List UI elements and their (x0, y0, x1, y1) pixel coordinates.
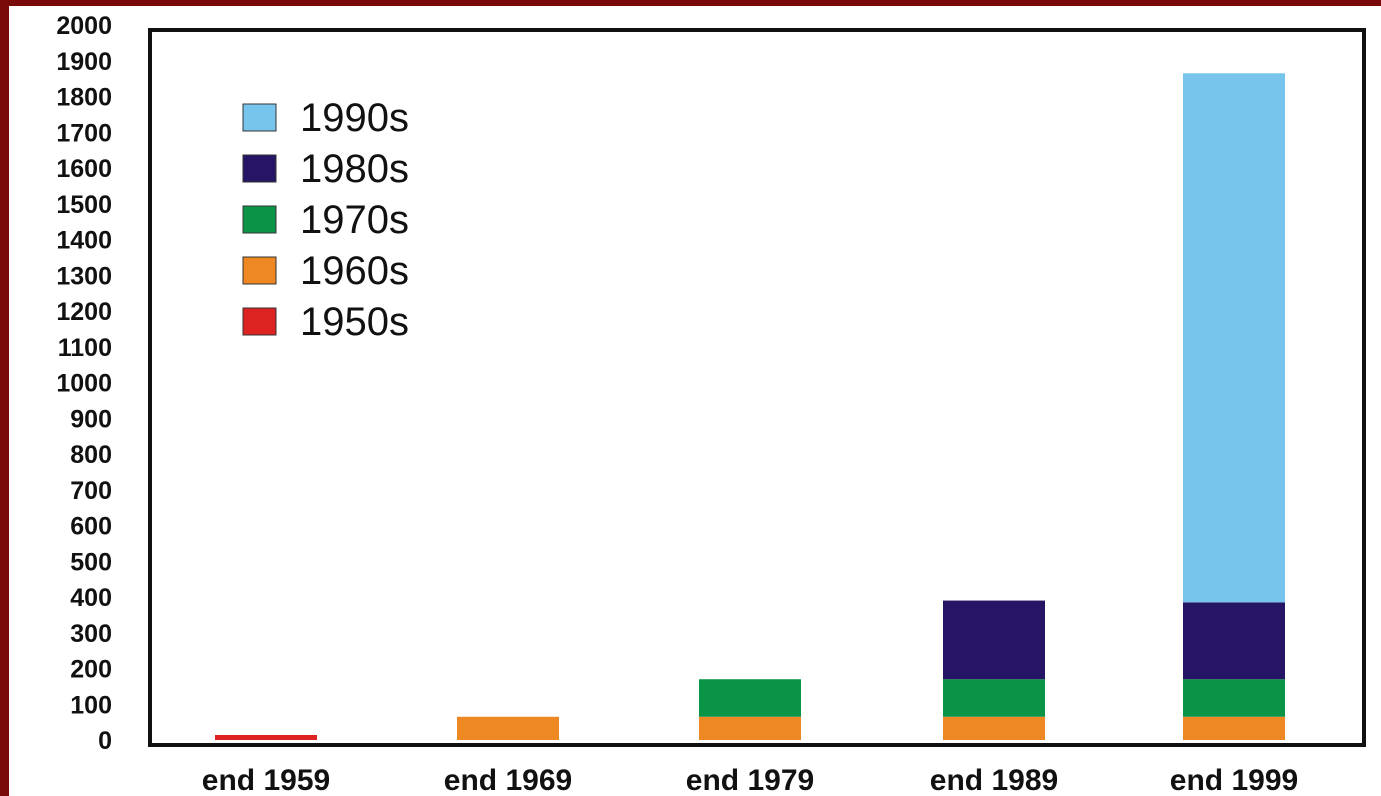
y-tick-label: 2000 (56, 12, 112, 40)
y-tick-label: 1700 (56, 119, 112, 147)
y-tick-label: 100 (70, 691, 112, 719)
legend-swatch-1960s (242, 256, 277, 285)
bar-segment-1960s (699, 716, 801, 740)
y-tick-label: 1000 (56, 370, 112, 398)
bar-segment-1980s (1183, 602, 1285, 680)
y-tick-label: 200 (70, 656, 112, 684)
bar-segment-1980s (943, 600, 1045, 680)
legend-label: 1970s (300, 198, 409, 242)
y-tick-label: 1100 (58, 334, 112, 362)
y-tick-label: 1500 (56, 191, 112, 219)
legend-swatch-1980s (242, 154, 277, 183)
legend-swatch-1970s (242, 205, 277, 234)
y-tick-label: 700 (70, 477, 112, 505)
bar-segment-1970s (1183, 679, 1285, 717)
y-tick-label: 1300 (56, 262, 112, 290)
x-tick-label: end 1959 (202, 764, 330, 796)
y-tick-label: 1900 (56, 48, 112, 76)
plot-area-frame (148, 28, 1366, 747)
x-tick-label: end 1979 (686, 764, 814, 796)
bar-segment-1970s (699, 679, 801, 717)
legend-label: 1990s (300, 96, 409, 140)
y-tick-label: 0 (98, 727, 112, 755)
y-tick-label: 600 (70, 513, 112, 541)
bar-segment-1950s (215, 734, 317, 740)
y-tick-label: 1600 (56, 155, 112, 183)
bar-segment-1960s (457, 716, 559, 740)
legend-label: 1980s (300, 147, 409, 191)
y-tick-label: 1400 (56, 227, 112, 255)
legend-swatch-1950s (242, 307, 277, 336)
y-tick-label: 500 (70, 548, 112, 576)
bar-segment-1990s (1183, 73, 1285, 603)
bar-segment-1970s (943, 679, 1045, 717)
y-tick-label: 1800 (56, 84, 112, 112)
legend-label: 1960s (300, 249, 409, 293)
x-tick-label: end 1999 (1170, 764, 1298, 796)
legend-swatch-1990s (242, 103, 277, 132)
y-tick-label: 300 (70, 620, 112, 648)
y-tick-label: 1200 (56, 298, 112, 326)
y-tick-label: 400 (70, 584, 112, 612)
y-tick-label: 900 (70, 405, 112, 433)
y-tick-label: 800 (70, 441, 112, 469)
x-tick-label: end 1989 (930, 764, 1058, 796)
bar-segment-1960s (943, 716, 1045, 740)
bar-segment-1960s (1183, 716, 1285, 740)
legend-label: 1950s (300, 300, 409, 344)
x-tick-label: end 1969 (444, 764, 572, 796)
